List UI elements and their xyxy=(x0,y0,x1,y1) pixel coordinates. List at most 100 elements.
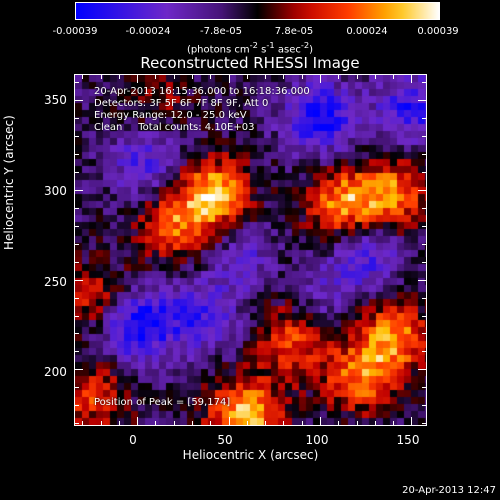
time-range-annotation: 20-Apr-2013 16:15:36.000 to 16:18:36.000 xyxy=(94,86,310,97)
x-tick-mark xyxy=(137,75,139,83)
y-tick-mark xyxy=(422,261,426,263)
clean-annotation: Clean Total counts: 4.10E+03 xyxy=(94,122,255,133)
x-tick-mark xyxy=(283,75,285,79)
y-tick-mark xyxy=(75,333,79,335)
x-tick-mark xyxy=(246,75,248,79)
y-tick-mark xyxy=(422,351,426,353)
y-tick-mark xyxy=(75,153,79,155)
colorbar-tick-label: 0.00039 xyxy=(417,26,459,37)
colorbar-label: (photons cm-2 s-1 asec-2) xyxy=(186,40,314,56)
x-tick-mark xyxy=(283,421,285,425)
y-axis-label: Heliocentric Y (arcsec) xyxy=(2,115,16,250)
x-tick-label: 150 xyxy=(396,433,420,447)
x-tick-mark xyxy=(246,421,248,425)
x-tick-mark xyxy=(393,421,395,425)
x-tick-label: 100 xyxy=(305,433,329,447)
x-tick-mark xyxy=(155,75,157,79)
y-tick-mark xyxy=(75,351,79,353)
y-tick-mark xyxy=(75,261,79,263)
y-tick-mark xyxy=(75,405,79,407)
y-tick-mark xyxy=(422,423,426,425)
x-tick-mark xyxy=(118,421,120,425)
y-tick-mark xyxy=(422,225,426,227)
y-tick-mark xyxy=(422,171,426,173)
x-tick-label: 50 xyxy=(217,433,233,447)
x-tick-mark xyxy=(411,75,413,83)
y-tick-mark xyxy=(75,171,79,173)
colorbar-tick-label: -0.00039 xyxy=(52,26,98,37)
x-tick-mark xyxy=(173,75,175,79)
y-tick-mark xyxy=(75,297,79,299)
y-tick-mark xyxy=(418,189,426,191)
x-tick-mark xyxy=(228,417,230,425)
chart-title: Reconstructed RHESSI Image xyxy=(140,54,360,72)
x-tick-mark xyxy=(356,421,358,425)
energy-annotation: Energy Range: 12.0 - 25.0 keV xyxy=(94,110,247,121)
y-tick-mark xyxy=(418,279,426,281)
detectors-annotation: Detectors: 3F 5F 6F 7F 8F 9F, Att 0 xyxy=(94,98,269,109)
x-tick-mark xyxy=(210,421,212,425)
plot-area xyxy=(74,74,427,426)
y-tick-mark xyxy=(422,153,426,155)
y-tick-label: 350 xyxy=(44,93,67,107)
y-tick-mark xyxy=(418,100,426,102)
x-tick-mark xyxy=(338,421,340,425)
x-tick-mark xyxy=(100,75,102,79)
colorbar xyxy=(75,2,440,20)
x-tick-mark xyxy=(100,421,102,425)
x-tick-mark xyxy=(338,75,340,79)
timestamp: 20-Apr-2013 12:47 xyxy=(402,485,496,496)
x-tick-mark xyxy=(319,417,321,425)
colorbar-tick-label: 7.8e-05 xyxy=(274,26,314,37)
y-tick-mark xyxy=(422,387,426,389)
y-tick-mark xyxy=(75,423,79,425)
x-tick-mark xyxy=(155,421,157,425)
y-tick-mark xyxy=(422,136,426,138)
x-axis-label: Heliocentric X (arcsec) xyxy=(182,448,319,462)
y-tick-mark xyxy=(75,225,79,227)
y-tick-mark xyxy=(422,297,426,299)
x-tick-mark xyxy=(411,417,413,425)
colorbar-tick-label: -0.00024 xyxy=(125,26,171,37)
x-tick-mark xyxy=(265,75,267,79)
y-tick-mark xyxy=(422,243,426,245)
y-tick-mark xyxy=(75,100,83,102)
y-tick-mark xyxy=(422,207,426,209)
y-tick-mark xyxy=(75,189,83,191)
x-tick-mark xyxy=(393,75,395,79)
x-tick-mark xyxy=(301,421,303,425)
x-tick-mark xyxy=(210,75,212,79)
x-tick-mark xyxy=(82,421,84,425)
y-tick-mark xyxy=(422,315,426,317)
x-tick-mark xyxy=(374,421,376,425)
heatmap-image xyxy=(75,75,426,425)
y-tick-mark xyxy=(75,243,79,245)
y-tick-mark xyxy=(75,315,79,317)
y-tick-mark xyxy=(422,118,426,120)
y-tick-mark xyxy=(422,82,426,84)
y-tick-mark xyxy=(418,369,426,371)
x-tick-mark xyxy=(118,75,120,79)
x-tick-mark xyxy=(301,75,303,79)
y-tick-label: 200 xyxy=(44,365,67,379)
colorbar-tick-label: -7.8e-05 xyxy=(200,26,242,37)
y-tick-mark xyxy=(75,387,79,389)
x-tick-mark xyxy=(192,421,193,425)
peak-annotation: Position of Peak = [59,174] xyxy=(94,397,231,408)
y-tick-mark xyxy=(75,136,79,138)
x-tick-mark xyxy=(356,75,358,79)
x-tick-mark xyxy=(228,75,230,83)
x-tick-mark xyxy=(265,421,267,425)
y-tick-mark xyxy=(75,369,83,371)
y-tick-mark xyxy=(75,207,79,209)
y-tick-mark xyxy=(75,118,79,120)
y-tick-mark xyxy=(422,333,426,335)
x-tick-mark xyxy=(173,421,175,425)
y-tick-mark xyxy=(75,82,79,84)
x-tick-mark xyxy=(82,75,84,79)
x-tick-mark xyxy=(374,75,376,79)
x-tick-mark xyxy=(319,75,321,83)
y-tick-mark xyxy=(422,405,426,407)
x-tick-label: 0 xyxy=(129,433,137,447)
y-tick-label: 300 xyxy=(44,184,67,198)
